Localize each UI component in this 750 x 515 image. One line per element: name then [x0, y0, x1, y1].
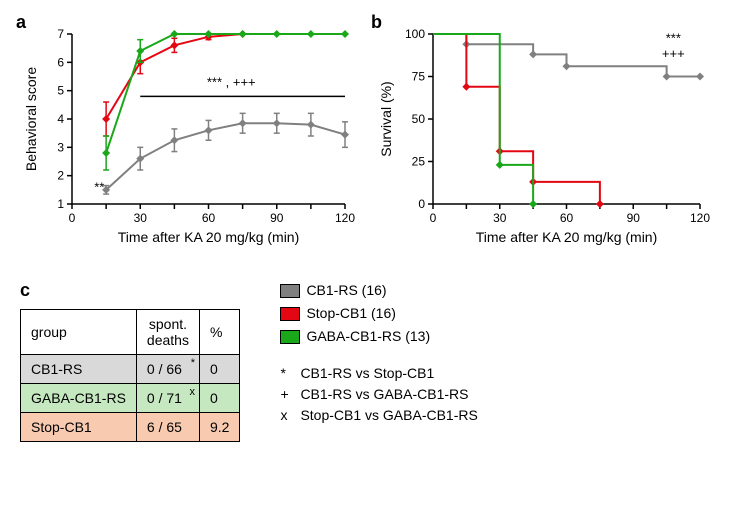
svg-text:0: 0	[418, 197, 425, 211]
table-c: groupspont.deaths%CB1-RS0 / 66*0GABA-CB1…	[20, 309, 240, 442]
panel-b: b 02550751000306090120Time after KA 20 m…	[375, 20, 710, 250]
svg-text:90: 90	[627, 211, 641, 225]
panel-c-label: c	[20, 280, 240, 301]
svg-text:Time after KA 20 mg/kg (min): Time after KA 20 mg/kg (min)	[476, 229, 658, 245]
panel-a: a 12345670306090120Time after KA 20 mg/k…	[20, 20, 355, 250]
sig-label: CB1-RS vs GABA-CB1-RS	[300, 384, 468, 405]
svg-text:2: 2	[57, 169, 64, 183]
svg-text:25: 25	[412, 155, 426, 169]
table-header: %	[199, 310, 239, 355]
panel-a-label: a	[16, 12, 26, 33]
table-cell: 9.2	[199, 413, 239, 442]
sig-label: Stop-CB1 vs GABA-CB1-RS	[300, 405, 477, 426]
table-header: spont.deaths	[136, 310, 199, 355]
sig-label: CB1-RS vs Stop-CB1	[300, 363, 434, 384]
svg-text:Time after KA 20 mg/kg (min): Time after KA 20 mg/kg (min)	[118, 229, 300, 245]
legend-group: CB1-RS (16)	[280, 280, 477, 301]
svg-text:50: 50	[412, 112, 426, 126]
table-cell: Stop-CB1	[21, 413, 137, 442]
svg-text:3: 3	[57, 140, 64, 154]
svg-text:0: 0	[430, 211, 437, 225]
sig-symbol: +	[280, 384, 294, 405]
bottom-row: c groupspont.deaths%CB1-RS0 / 66*0GABA-C…	[20, 280, 730, 442]
svg-text:60: 60	[202, 211, 216, 225]
svg-text:30: 30	[134, 211, 148, 225]
table-cell: 0 / 71x	[136, 384, 199, 413]
table-row: CB1-RS0 / 66*0	[21, 355, 240, 384]
chart-b: 0 25 50 75 100 0 30 60 90 120 Time after KA 20 mg/…	[375, 20, 710, 250]
table-cell: 0	[199, 355, 239, 384]
svg-text:1: 1	[57, 197, 64, 211]
panel-b-label: b	[371, 12, 382, 33]
svg-text:*** , +++: *** , +++	[207, 74, 256, 89]
legend-swatch	[280, 284, 300, 298]
figure: a 12345670306090120Time after KA 20 mg/k…	[20, 20, 730, 442]
legend-sig: + CB1-RS vs GABA-CB1-RS	[280, 384, 477, 405]
table-cell: 0	[199, 384, 239, 413]
legend-sig: x Stop-CB1 vs GABA-CB1-RS	[280, 405, 477, 426]
panel-c: c groupspont.deaths%CB1-RS0 / 66*0GABA-C…	[20, 280, 240, 442]
sig-symbol: x	[280, 405, 294, 426]
svg-text:30: 30	[493, 211, 507, 225]
table-row: GABA-CB1-RS0 / 71x0	[21, 384, 240, 413]
legend-label: CB1-RS (16)	[306, 280, 386, 301]
svg-text:+++: +++	[662, 46, 685, 61]
legend-label: GABA-CB1-RS (13)	[306, 326, 430, 347]
svg-text:**: **	[94, 179, 104, 194]
legend-swatch	[280, 307, 300, 321]
sig-mark: x	[189, 386, 195, 398]
sig-mark: *	[191, 357, 195, 369]
svg-text:75: 75	[412, 70, 426, 84]
table-cell: GABA-CB1-RS	[21, 384, 137, 413]
legend-sig: * CB1-RS vs Stop-CB1	[280, 363, 477, 384]
legend-swatch	[280, 330, 300, 344]
sig-symbol: *	[280, 363, 294, 384]
svg-text:0: 0	[69, 211, 76, 225]
legend: CB1-RS (16)Stop-CB1 (16)GABA-CB1-RS (13)…	[280, 280, 477, 426]
svg-text:90: 90	[270, 211, 284, 225]
table-cell: CB1-RS	[21, 355, 137, 384]
svg-text:5: 5	[57, 84, 64, 98]
table-row: Stop-CB16 / 659.2	[21, 413, 240, 442]
svg-text:Survival (%): Survival (%)	[378, 81, 394, 156]
top-row: a 12345670306090120Time after KA 20 mg/k…	[20, 20, 730, 250]
svg-text:4: 4	[57, 112, 64, 126]
table-cell: 0 / 66*	[136, 355, 199, 384]
svg-text:6: 6	[57, 55, 64, 69]
svg-text:7: 7	[57, 27, 64, 41]
svg-text:***: ***	[666, 31, 681, 46]
legend-group: Stop-CB1 (16)	[280, 303, 477, 324]
table-cell: 6 / 65	[136, 413, 199, 442]
svg-text:120: 120	[335, 211, 355, 225]
legend-group: GABA-CB1-RS (13)	[280, 326, 477, 347]
svg-text:100: 100	[405, 27, 425, 41]
svg-text:Behavioral score: Behavioral score	[23, 67, 39, 171]
chart-a: 1 2 3 4 5 6 7 0 30 60 90 120 Time after KA 20 mg/kg …	[20, 20, 355, 250]
table-header: group	[21, 310, 137, 355]
svg-text:120: 120	[690, 211, 710, 225]
legend-label: Stop-CB1 (16)	[306, 303, 395, 324]
svg-text:60: 60	[560, 211, 574, 225]
